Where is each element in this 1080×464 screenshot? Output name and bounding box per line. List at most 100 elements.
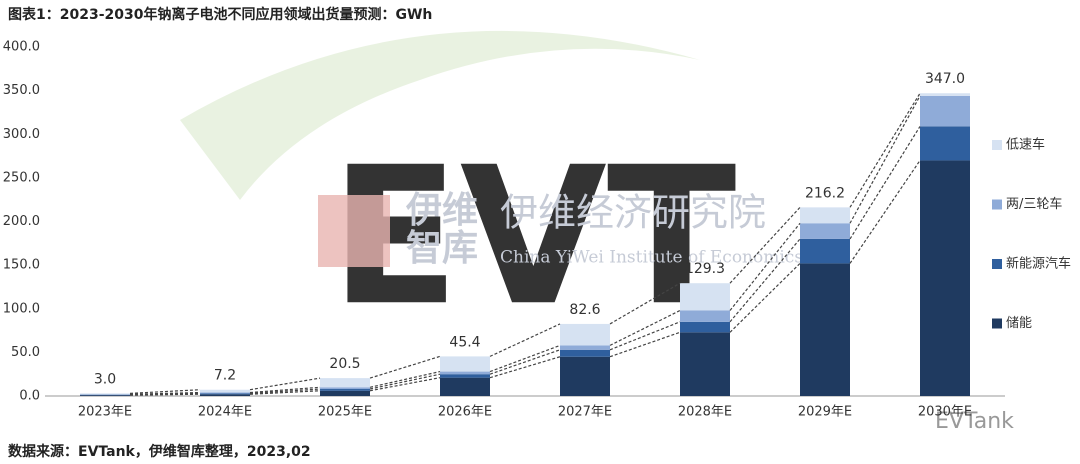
legend-swatch — [992, 140, 1002, 150]
y-tick-label: 250.0 — [3, 170, 40, 185]
connector-line — [729, 222, 801, 311]
bar-segment — [920, 95, 970, 127]
legend-swatch — [992, 199, 1002, 210]
watermark-text: 伊维经济研究院 — [500, 191, 766, 235]
connector-line — [249, 386, 321, 394]
watermark-logo — [318, 195, 390, 267]
watermark-big: EVT — [330, 126, 736, 347]
connector-line — [249, 377, 321, 391]
x-tick-label: 2024年E — [198, 405, 252, 420]
total-label: 20.5 — [329, 356, 360, 372]
bar-segment — [440, 377, 490, 396]
bar-segment — [320, 390, 370, 396]
bar-segment — [920, 126, 970, 161]
connector-line — [369, 355, 441, 379]
connector-line — [729, 206, 801, 284]
legend-label: 新能源汽车 — [1006, 256, 1071, 272]
legend-label: 低速车 — [1006, 137, 1045, 153]
bar-segment — [440, 371, 490, 375]
bar-segment — [560, 345, 610, 350]
connector-line — [849, 160, 921, 264]
y-tick-label: 0.0 — [19, 389, 40, 404]
connector-line — [249, 390, 321, 395]
source: 数据来源：EVTank，伊维智库整理，2023,02 — [8, 443, 311, 460]
bar-segment — [320, 389, 370, 391]
connector-line — [609, 309, 681, 346]
bar-segment — [560, 349, 610, 357]
watermark-text: China YiWei Institute of Economics — [500, 248, 803, 268]
legend-swatch — [992, 259, 1002, 269]
bar-segment — [920, 93, 970, 96]
connector-line — [129, 391, 201, 395]
total-label: 216.2 — [805, 185, 845, 201]
connector-line — [489, 323, 561, 357]
bar-segment — [80, 395, 130, 396]
y-tick-label: 400.0 — [3, 40, 40, 55]
connector-line — [369, 377, 441, 392]
bar-segment — [440, 374, 490, 378]
bar-segment — [440, 356, 490, 372]
x-tick-label: 2026年E — [438, 405, 492, 420]
connector-line — [849, 92, 921, 208]
chart-title: 图表1：2023-2030年钠离子电池不同应用领域出货量预测：GWh — [8, 6, 432, 23]
y-tick-label: 150.0 — [3, 258, 40, 273]
watermark-shape — [180, 30, 700, 201]
y-tick-label: 300.0 — [3, 127, 40, 142]
x-tick-label: 2027年E — [558, 405, 612, 420]
bar-segment — [680, 283, 730, 311]
total-label: 82.6 — [569, 302, 600, 318]
bar-segment — [680, 332, 730, 396]
bar-segment — [920, 160, 970, 396]
bar-segment — [800, 263, 850, 396]
legend-label: 储能 — [1006, 316, 1032, 331]
connector-line — [489, 349, 561, 375]
connector-line — [489, 356, 561, 379]
legend-label: 两/三轮车 — [1006, 196, 1062, 212]
y-tick-label: 200.0 — [3, 214, 40, 229]
total-label: 347.0 — [925, 71, 965, 87]
connector-line — [609, 321, 681, 351]
bar-segment — [800, 223, 850, 239]
bar-segment — [200, 393, 250, 395]
connector-line — [249, 388, 321, 394]
bar-segment — [680, 310, 730, 322]
bar-segment — [200, 389, 250, 393]
legend-swatch — [992, 318, 1002, 329]
watermark-text: 智库 — [406, 228, 478, 269]
watermark-text: 伊维 — [405, 190, 478, 231]
total-label: 45.4 — [449, 334, 480, 350]
connector-line — [609, 282, 681, 325]
x-tick-label: 2029年E — [798, 405, 852, 420]
total-label: 129.3 — [685, 261, 725, 277]
bar-segment — [200, 394, 250, 396]
total-label: 3.0 — [94, 371, 116, 387]
bar-segment — [80, 393, 130, 395]
bar-segment — [320, 378, 370, 388]
x-tick-label: 2023年E — [78, 405, 132, 420]
connector-line — [369, 373, 441, 390]
connector-line — [489, 344, 561, 373]
y-tick-label: 50.0 — [11, 345, 40, 360]
connector-line — [129, 389, 201, 394]
x-tick-label: 2030年E — [918, 405, 972, 420]
bar-segment — [560, 323, 610, 346]
bar-segment — [560, 356, 610, 396]
bar-segment — [200, 392, 250, 394]
total-label: 7.2 — [214, 368, 236, 384]
connector-line — [849, 126, 921, 240]
connector-line — [369, 370, 441, 388]
bar-segment — [680, 321, 730, 333]
connector-line — [729, 262, 801, 333]
y-tick-label: 350.0 — [3, 83, 40, 98]
connector-line — [609, 331, 681, 358]
watermark-text: EVTank — [935, 409, 1014, 434]
bar-segment — [800, 238, 850, 264]
x-tick-label: 2028年E — [678, 405, 732, 420]
y-tick-label: 100.0 — [3, 301, 40, 316]
bar-segment — [800, 207, 850, 224]
x-tick-label: 2025年E — [318, 405, 372, 420]
connector-line — [729, 238, 801, 323]
bar-segment — [320, 387, 370, 390]
connector-line — [849, 95, 921, 224]
